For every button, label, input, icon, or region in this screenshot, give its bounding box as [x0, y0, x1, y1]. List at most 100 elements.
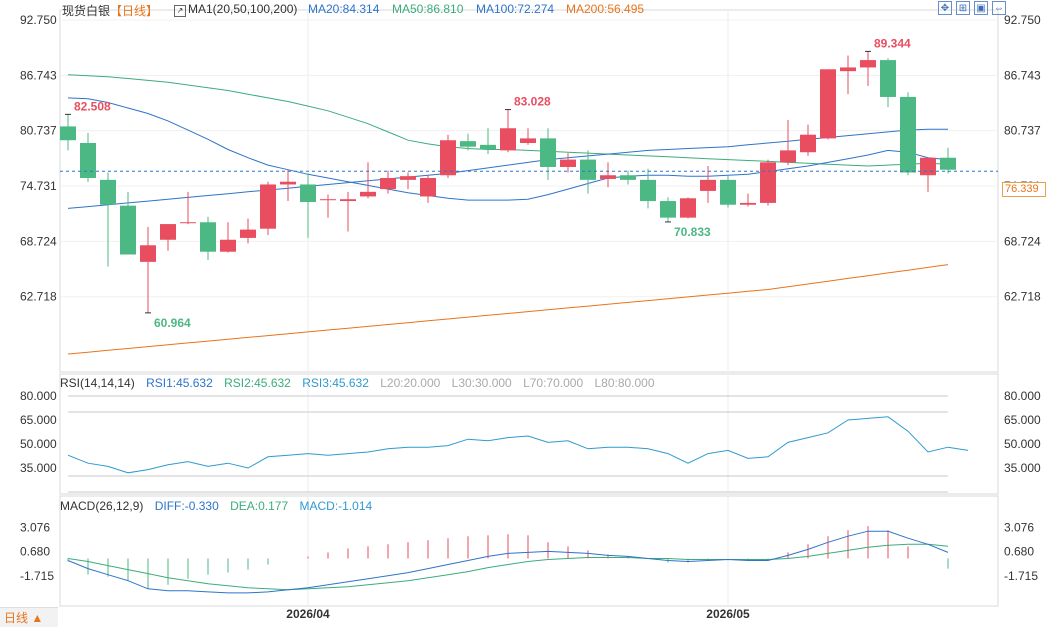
candle-up: [840, 67, 856, 72]
candle-up: [820, 69, 836, 139]
candle-up: [140, 245, 156, 262]
price-axis-label-right: 62.718: [1004, 290, 1041, 304]
zoom-box-icon[interactable]: ⊞: [956, 1, 970, 15]
macd-axis-label-right: 0.680: [1004, 545, 1034, 559]
price-annotation: 70.833: [674, 225, 711, 239]
rsi-axis-label-right: 65.000: [1004, 413, 1041, 427]
price-annotation: 82.508: [74, 99, 111, 113]
candle-down: [460, 141, 476, 147]
scroll-icon[interactable]: ⇔: [992, 1, 1006, 15]
candle-up: [520, 138, 536, 144]
rsi-panel-frame: [59, 373, 999, 495]
ma-indicator-label[interactable]: ↗ MA1(20,50,100,200): [174, 2, 297, 17]
rsi-axis-label-left: 50.000: [20, 437, 57, 451]
current-price-tag: 76.339: [1002, 182, 1046, 197]
candle-up: [260, 184, 276, 229]
candle-up: [760, 162, 776, 203]
candle-down: [60, 126, 76, 141]
ma200-value: MA200:56.495: [566, 2, 645, 16]
rsi-axis-label-right: 35.000: [1004, 461, 1041, 475]
rsi-title[interactable]: RSI(14,14,14): [60, 376, 135, 390]
candle-down: [480, 144, 496, 150]
price-axis-label-right: 80.737: [1004, 124, 1041, 138]
rsi-axis-label-right: 80.000: [1004, 389, 1041, 403]
macd-hist-value: MACD:-1.014: [299, 499, 373, 513]
move-icon[interactable]: ✥: [938, 1, 952, 15]
macd-panel-frame: [59, 495, 999, 607]
candle-down: [620, 175, 636, 180]
rsi-axis-label-left: 35.000: [20, 461, 57, 475]
candle-up: [600, 175, 616, 179]
period-label[interactable]: 【日线】: [110, 4, 159, 18]
candle-up: [920, 157, 936, 176]
candle-down: [580, 159, 596, 180]
rsi3-value: RSI3:45.632: [302, 376, 369, 390]
price-annotation: 60.964: [154, 316, 191, 330]
period-tab[interactable]: 日线 ▲: [0, 607, 58, 627]
candle-up: [160, 224, 176, 240]
candle-up: [180, 222, 196, 224]
ma100-value: MA100:72.274: [476, 2, 555, 16]
macd-dea-value: DEA:0.177: [230, 499, 289, 513]
rsi-l30: L30:30.000: [451, 376, 512, 390]
rsi1-value: RSI1:45.632: [146, 376, 213, 390]
rsi-l80: L80:80.000: [594, 376, 655, 390]
candle-up: [340, 199, 356, 202]
rsi-header: RSI(14,14,14) RSI1:45.632 RSI2:45.632 RS…: [60, 376, 663, 390]
candle-up: [420, 178, 436, 197]
symbol-name: 现货白银: [62, 4, 111, 18]
candle-up: [400, 176, 416, 180]
rsi-l20: L20:20.000: [380, 376, 441, 390]
x-axis-label: 2026/05: [706, 607, 750, 621]
macd-header: MACD(26,12,9) DIFF:-0.330 DEA:0.177 MACD…: [60, 499, 380, 513]
macd-title[interactable]: MACD(26,12,9): [60, 499, 144, 513]
ma200-line: [67, 264, 949, 355]
candle-up: [380, 178, 396, 190]
macd-axis-label-left: 0.680: [20, 545, 50, 559]
zoom-window-icon[interactable]: ▣: [974, 1, 988, 15]
rsi-axis-label-left: 65.000: [20, 413, 57, 427]
main-chart-header: 现货白银 【日线】 ↗ MA1(20,50,100,200) MA20:84.31…: [0, 0, 1048, 18]
macd-diff-line: [67, 530, 949, 594]
price-axis-label-left: 68.724: [20, 234, 57, 248]
price-axis-label-left: 86.743: [20, 68, 57, 82]
price-axis-label-left: 74.731: [20, 179, 57, 193]
rsi-axis-label-left: 80.000: [20, 389, 57, 403]
candle-down: [120, 205, 136, 255]
price-axis-label-left: 62.718: [20, 290, 57, 304]
rsi2-value: RSI2:45.632: [224, 376, 291, 390]
price-annotation: 89.344: [874, 36, 911, 50]
price-axis-label-right: 68.724: [1004, 234, 1041, 248]
price-axis-label-right: 92.750: [1004, 13, 1041, 27]
candle-up: [560, 159, 576, 167]
candle-down: [200, 222, 216, 252]
candle-up: [280, 181, 296, 185]
price-axis-label-left: 80.737: [20, 124, 57, 138]
candle-down: [900, 96, 916, 173]
candle-up: [500, 128, 516, 151]
price-axis-label-left: 92.750: [20, 13, 57, 27]
candle-up: [440, 140, 456, 176]
candle-up: [360, 191, 376, 197]
macd-axis-label-right: -1.715: [1004, 569, 1038, 583]
candle-down: [540, 138, 556, 167]
macd-axis-label-left: -1.715: [20, 569, 54, 583]
candle-up: [680, 198, 696, 218]
ma20-line: [67, 97, 949, 201]
candle-down: [660, 201, 676, 218]
price-panel-frame: [59, 9, 999, 373]
macd-axis-label-right: 3.076: [1004, 520, 1034, 534]
indicator-icon: ↗: [174, 5, 186, 17]
candle-down: [940, 157, 956, 170]
candle-down: [720, 179, 736, 205]
candle-up: [780, 150, 796, 163]
macd-diff-value: DIFF:-0.330: [154, 499, 219, 513]
candle-down: [100, 179, 116, 205]
candle-down: [880, 60, 896, 97]
candle-up: [860, 60, 876, 68]
macd-axis-label-left: 3.076: [20, 520, 50, 534]
candle-up: [320, 199, 336, 201]
rsi-line: [67, 416, 969, 474]
candle-down: [80, 143, 96, 179]
